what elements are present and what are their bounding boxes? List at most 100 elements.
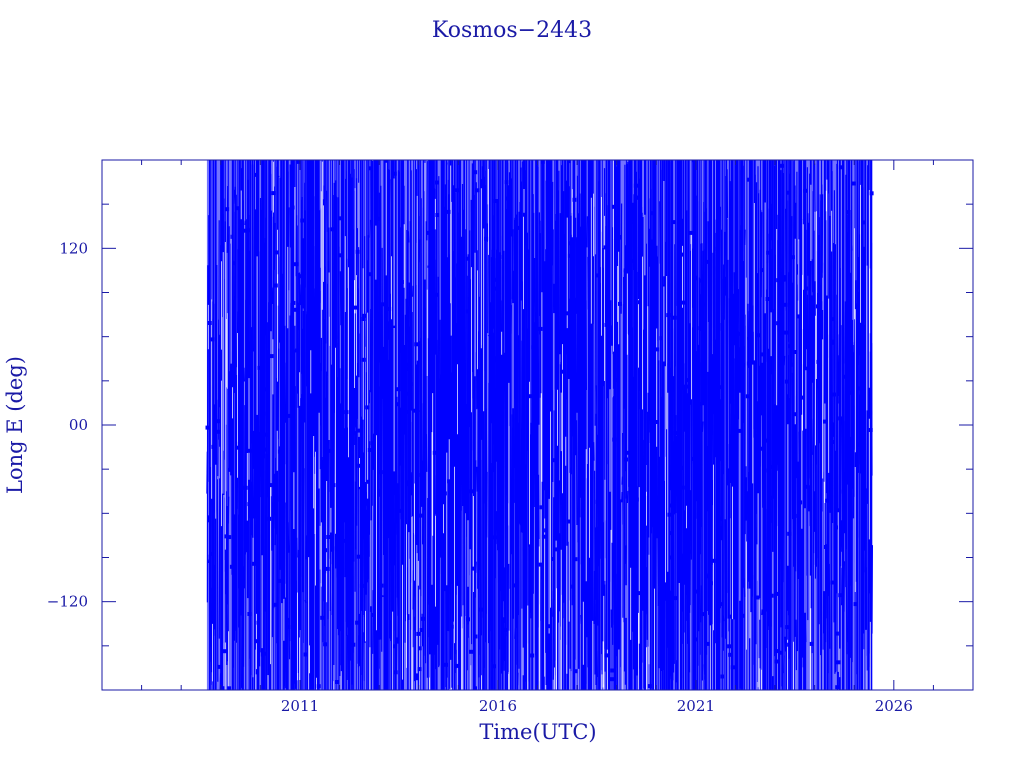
data-point <box>496 398 500 402</box>
data-point <box>337 418 342 423</box>
data-point <box>446 209 451 214</box>
data-point <box>829 440 834 444</box>
data-point <box>229 564 234 569</box>
data-point <box>541 534 546 539</box>
data-point <box>836 660 841 665</box>
data-point <box>834 631 839 636</box>
data-point <box>749 575 754 580</box>
data-point <box>442 491 447 496</box>
data-point <box>368 166 373 171</box>
data-point <box>296 160 301 164</box>
data-point <box>323 548 328 553</box>
data-point <box>378 358 383 363</box>
data-point <box>693 589 697 594</box>
data-point <box>290 205 295 210</box>
x-tick-label: 2021 <box>677 697 715 715</box>
x-axis-label: Time(UTC) <box>479 720 596 744</box>
data-point <box>672 315 677 320</box>
data-point <box>530 653 535 658</box>
data-point <box>303 652 308 657</box>
data-point <box>815 304 820 309</box>
data-point <box>337 216 342 221</box>
data-point <box>357 463 362 468</box>
data-point <box>603 245 608 250</box>
data-point <box>287 413 292 418</box>
data-point <box>346 499 351 504</box>
data-point <box>217 429 221 434</box>
data-point <box>406 409 411 414</box>
y-axis: 120 00 −120 <box>47 203 973 647</box>
data-point <box>223 649 228 654</box>
data-point <box>386 511 391 516</box>
data-point <box>220 686 224 690</box>
data-point <box>211 573 216 578</box>
data-point <box>387 306 392 311</box>
data-point <box>647 684 652 689</box>
data-point <box>633 183 638 188</box>
data-point <box>478 607 483 612</box>
data-point <box>784 379 789 384</box>
data-point <box>368 272 373 277</box>
data-point <box>798 500 803 505</box>
data-point <box>634 497 639 502</box>
data-point <box>262 651 267 656</box>
data-point <box>316 684 321 689</box>
data-point <box>421 616 425 621</box>
data-point <box>835 685 840 690</box>
data-point <box>419 628 424 632</box>
data-point <box>618 301 622 306</box>
data-point <box>595 273 600 278</box>
data-point <box>785 625 790 630</box>
data-point <box>210 337 215 342</box>
data-point <box>434 292 439 297</box>
data-point <box>774 649 779 654</box>
data-point <box>392 171 397 176</box>
data-point <box>727 614 732 619</box>
data-point <box>566 160 571 164</box>
data-point <box>838 593 843 598</box>
data-point <box>573 557 578 562</box>
data-point <box>769 593 774 598</box>
data-point <box>783 330 788 335</box>
data-point <box>314 307 319 312</box>
data-point <box>365 405 370 410</box>
data-point <box>484 236 489 241</box>
data-point <box>693 637 698 642</box>
data-point <box>842 374 847 379</box>
data-point <box>449 624 454 629</box>
data-point <box>774 591 779 596</box>
data-point <box>236 445 241 450</box>
data-point <box>495 358 500 363</box>
data-point <box>356 428 361 433</box>
data-point <box>615 377 620 382</box>
data-point <box>610 668 615 673</box>
data-point <box>746 361 751 366</box>
data-point <box>426 230 431 235</box>
data-point <box>868 428 873 432</box>
data-point <box>702 302 707 307</box>
data-point <box>450 444 455 449</box>
data-point <box>688 549 693 554</box>
data-point <box>853 602 858 607</box>
data-point <box>765 438 770 443</box>
data-point <box>393 644 397 649</box>
data-point <box>824 545 828 549</box>
data-point <box>497 255 502 259</box>
chart-title: Kosmos−2443 <box>432 18 592 43</box>
data-point <box>546 185 551 190</box>
data-point <box>513 583 518 588</box>
data-point <box>434 180 439 185</box>
data-point <box>830 317 835 322</box>
data-point <box>846 305 851 309</box>
data-point <box>361 357 366 362</box>
data-point <box>500 379 505 384</box>
data-point <box>718 602 723 607</box>
data-point <box>347 533 352 538</box>
data-point <box>330 227 335 232</box>
data-point <box>868 410 873 415</box>
data-point <box>720 674 725 679</box>
data-point <box>379 583 384 588</box>
data-point <box>766 250 771 255</box>
data-point <box>680 485 685 490</box>
data-point <box>262 447 267 452</box>
